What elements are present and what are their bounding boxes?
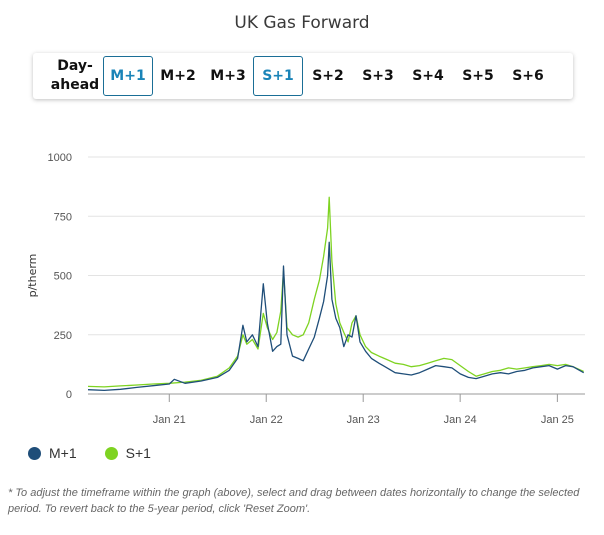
- tab-s6-label: S+6: [512, 67, 544, 84]
- series-layer: [87, 196, 585, 392]
- y-tick-label: 1000: [48, 152, 72, 164]
- legend-label-s1: S+1: [125, 445, 151, 461]
- y-tick-label: 250: [54, 330, 72, 342]
- x-axis: Jan 21 Jan 22 Jan 23 Jan 24 Jan 25: [153, 394, 574, 426]
- tab-m1-label: M+1: [110, 67, 146, 84]
- legend-label-m1: M+1: [49, 445, 77, 461]
- x-tick-label: Jan 23: [347, 414, 380, 426]
- tab-s2-label: S+2: [312, 67, 344, 84]
- tab-s6[interactable]: S+6: [503, 56, 553, 96]
- y-axis: 0 250 500 750 1000: [48, 152, 72, 401]
- zoom-instructions-note: * To adjust the timeframe within the gra…: [8, 487, 580, 515]
- tab-day-ahead[interactable]: Day- ahead: [45, 56, 105, 96]
- tab-day-ahead-label: Day- ahead: [50, 58, 100, 93]
- y-axis-label: p/therm: [26, 254, 39, 298]
- tab-s5-label: S+5: [462, 67, 494, 84]
- page-title: UK Gas Forward: [234, 13, 370, 33]
- gridlines: [88, 156, 585, 395]
- series-line-s1[interactable]: [87, 196, 584, 388]
- tab-s4[interactable]: S+4: [403, 56, 453, 96]
- x-tick-label: Jan 21: [153, 414, 186, 426]
- legend-swatch-s1: [104, 446, 118, 460]
- y-tick-label: 750: [54, 211, 72, 223]
- x-tick-label: Jan 22: [250, 414, 283, 426]
- x-tick-label: Jan 24: [444, 414, 477, 426]
- series-line-m1[interactable]: [87, 241, 585, 392]
- tab-m2-label: M+2: [160, 67, 196, 84]
- tab-s3-label: S+3: [362, 67, 394, 84]
- tab-s1-label: S+1: [262, 67, 294, 84]
- tab-m1[interactable]: M+1: [103, 56, 153, 96]
- tab-s1[interactable]: S+1: [253, 56, 303, 96]
- tab-s4-label: S+4: [412, 67, 444, 84]
- tab-s3[interactable]: S+3: [353, 56, 403, 96]
- tab-s5[interactable]: S+5: [453, 56, 503, 96]
- y-tick-label: 0: [66, 389, 72, 401]
- y-tick-label: 500: [54, 271, 72, 283]
- x-tick-label: Jan 25: [541, 414, 574, 426]
- legend-item-s1[interactable]: S+1: [104, 445, 151, 461]
- tab-m2[interactable]: M+2: [153, 56, 203, 96]
- tab-m3[interactable]: M+3: [203, 56, 253, 96]
- legend-swatch-m1: [28, 446, 41, 460]
- contract-tab-bar: Day- ahead M+1 M+2 M+3 S+1 S+2 S+3 S+4 S…: [33, 53, 573, 99]
- legend-item-m1[interactable]: M+1: [28, 445, 77, 461]
- tab-m3-label: M+3: [210, 67, 246, 84]
- legend: M+1 S+1: [28, 445, 151, 461]
- tab-s2[interactable]: S+2: [303, 56, 353, 96]
